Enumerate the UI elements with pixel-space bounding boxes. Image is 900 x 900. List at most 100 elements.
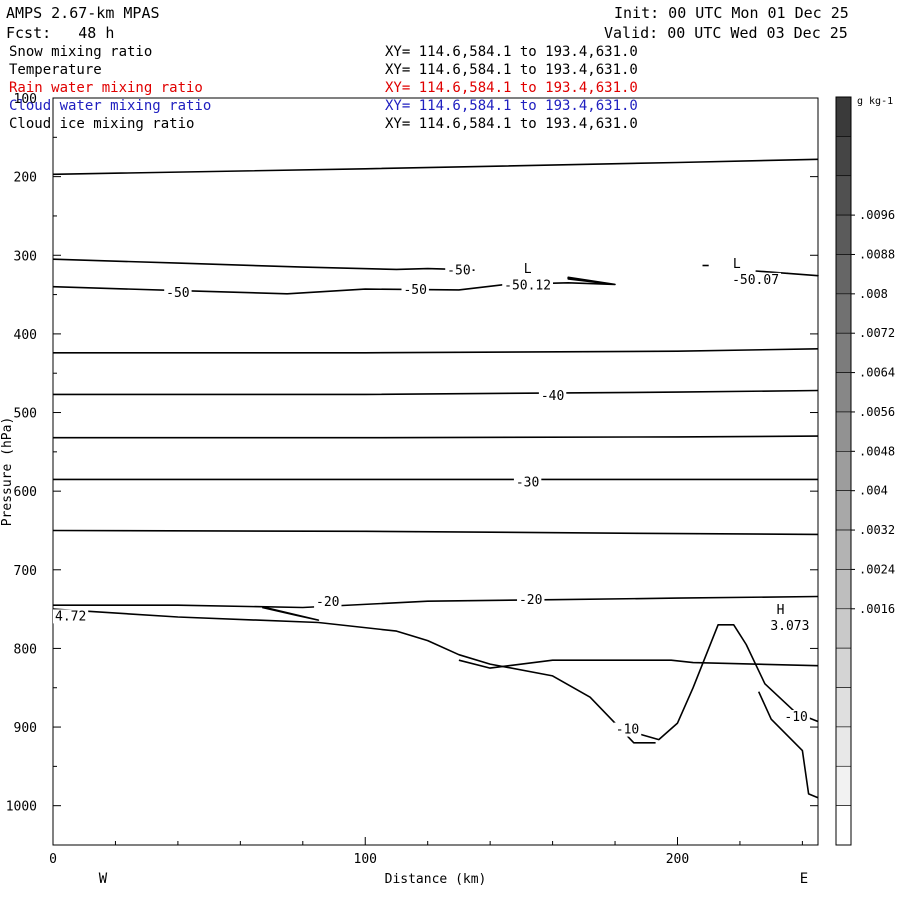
contour-line xyxy=(53,348,819,354)
colorbar-swatch xyxy=(835,726,852,767)
colorbar-label: .0048 xyxy=(859,444,895,458)
contour-line xyxy=(262,606,320,621)
colorbar-swatch xyxy=(835,254,852,295)
forecast-hour: Fcst: 48 h xyxy=(6,24,115,42)
x-tick-label: 200 xyxy=(666,852,689,867)
colorbar-label: .0096 xyxy=(859,208,895,222)
contour-label-bg xyxy=(521,261,534,276)
colorbar-swatch xyxy=(835,451,852,491)
field-xy-range: XY= 114.6,584.1 to 193.4,631.0 xyxy=(385,116,638,132)
contour-label: 3.073 xyxy=(770,619,809,634)
y-axis-label: Pressure (hPa) xyxy=(0,417,15,527)
y-tick-label: 200 xyxy=(14,171,37,186)
model-title: AMPS 2.67-km MPAS xyxy=(6,4,160,22)
colorbar-swatch xyxy=(835,608,852,649)
init-time: Init: 00 UTC Mon 01 Dec 25 xyxy=(614,4,849,22)
contour-label: -50.07 xyxy=(732,273,779,288)
contour-line xyxy=(757,691,819,799)
contour-label-bg xyxy=(613,722,642,737)
contour-label-bg xyxy=(53,609,89,624)
field-xy-range: XY= 114.6,584.1 to 193.4,631.0 xyxy=(385,98,638,114)
contour-line xyxy=(52,608,656,744)
contour-line xyxy=(52,529,819,536)
valid-time: Valid: 00 UTC Wed 03 Dec 25 xyxy=(604,24,848,42)
contour-label: L xyxy=(733,257,741,272)
colorbar-unit: g kg-1 xyxy=(857,96,893,107)
contour-label: -10 xyxy=(616,723,639,738)
colorbar-label: .0064 xyxy=(859,366,895,380)
colorbar-label: .0056 xyxy=(859,405,895,419)
colorbar-swatch xyxy=(835,529,852,570)
contour-label: 4.72 xyxy=(55,609,86,624)
contour-line xyxy=(755,270,819,277)
colorbar-swatch xyxy=(835,411,852,452)
field-name: Rain water mixing ratio xyxy=(9,80,203,96)
colorbar-swatch xyxy=(835,372,852,413)
y-tick-label: 900 xyxy=(14,721,37,736)
y-tick-label: 100 xyxy=(14,92,37,107)
contour-label-bg xyxy=(730,257,743,272)
colorbar-swatch xyxy=(835,805,852,846)
y-tick-label: 400 xyxy=(14,328,37,343)
colorbar-label: .0032 xyxy=(859,523,895,537)
contour-label: -20 xyxy=(316,595,339,610)
field-name: Cloud ice mixing ratio xyxy=(9,116,195,132)
x-tick-label: 0 xyxy=(49,852,57,867)
colorbar-swatch xyxy=(835,647,852,688)
colorbar-label: .0088 xyxy=(859,247,895,261)
y-tick-label: 600 xyxy=(14,485,37,500)
colorbar-label: .008 xyxy=(859,287,888,301)
contour-label-bg xyxy=(314,595,342,610)
colorbar-swatch xyxy=(835,569,852,610)
contour-label-bg xyxy=(782,710,810,725)
contour-label-bg xyxy=(445,263,473,278)
y-tick-label: 800 xyxy=(14,642,37,657)
x-axis-label: Distance (km) xyxy=(385,872,487,887)
contour-label-bg xyxy=(768,618,812,633)
contour-label-bg xyxy=(538,389,567,404)
colorbar-swatch xyxy=(835,214,852,255)
contour-line xyxy=(614,624,819,741)
y-tick-label: 500 xyxy=(14,407,37,422)
contour-line xyxy=(458,659,819,669)
colorbar-label: .0072 xyxy=(859,326,895,340)
colorbar-swatch xyxy=(835,293,852,334)
field-xy-range: XY= 114.6,584.1 to 193.4,631.0 xyxy=(385,44,638,60)
colorbar-swatch xyxy=(835,332,852,373)
contour-label-bg xyxy=(774,603,787,618)
contour-line xyxy=(53,389,819,396)
east-label: E xyxy=(800,871,808,887)
contour-label: -10 xyxy=(784,710,807,725)
contour-label: -20 xyxy=(519,593,542,608)
contour-label: L xyxy=(524,262,532,277)
contour-label-bg xyxy=(517,592,545,607)
contour-label-bg xyxy=(401,283,429,298)
colorbar-swatch xyxy=(835,490,852,531)
y-tick-label: 1000 xyxy=(6,800,37,815)
contour-label: -40 xyxy=(541,389,564,404)
colorbar-swatch xyxy=(835,136,852,177)
x-tick-label: 100 xyxy=(354,852,377,867)
field-name: Snow mixing ratio xyxy=(9,44,153,60)
west-label: W xyxy=(99,871,108,887)
colorbar-swatch xyxy=(835,765,852,806)
contour-label: -50 xyxy=(166,286,189,301)
contour-label: -50 xyxy=(447,263,470,278)
field-xy-range: XY= 114.6,584.1 to 193.4,631.0 xyxy=(385,62,638,78)
y-tick-label: 300 xyxy=(14,249,37,264)
y-tick-label: 700 xyxy=(14,564,37,579)
colorbar-label: .0016 xyxy=(859,602,895,616)
contour-label: -30 xyxy=(516,476,539,491)
contour-label: H xyxy=(777,603,785,618)
contour-label-bg xyxy=(164,286,192,301)
field-xy-range: XY= 114.6,584.1 to 193.4,631.0 xyxy=(385,80,638,96)
colorbar-label: .004 xyxy=(859,484,888,498)
colorbar-label: .0024 xyxy=(859,562,895,576)
contour-line xyxy=(52,258,475,271)
colorbar-swatch xyxy=(835,175,852,216)
contour-line xyxy=(53,435,819,439)
contour-label-bg xyxy=(513,475,542,490)
field-name: Temperature xyxy=(9,62,102,78)
colorbar-swatch xyxy=(835,96,852,137)
